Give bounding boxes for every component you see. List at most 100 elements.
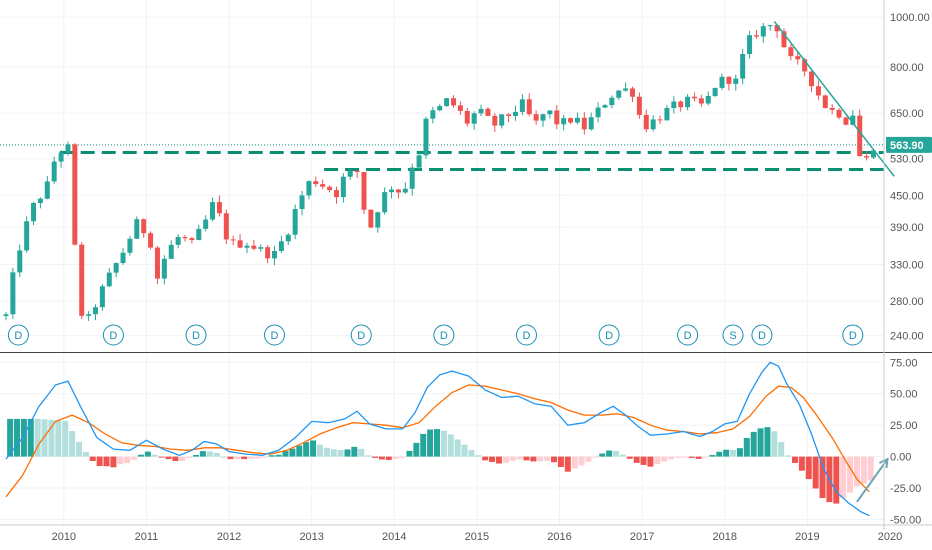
event-marker [677,324,699,346]
event-marker [350,324,372,346]
histogram-bar [227,456,234,460]
candle-up [423,118,429,156]
histogram-bar [847,456,854,493]
time-tick-label: 2012 [217,531,241,543]
histogram-bar [89,456,96,462]
candle-down [822,95,828,108]
event-marker [102,324,124,346]
candle-down [216,202,222,214]
histogram-bar [688,456,695,458]
histogram-bar [482,456,489,461]
time-tick-label: 2020 [878,531,902,543]
candle-down [636,96,642,115]
histogram-bar [82,451,89,457]
arrow-shaft [856,458,889,503]
candle-up [478,108,484,114]
candle-up [168,244,174,259]
histogram-bar [241,456,248,460]
histogram-bar [399,456,406,458]
candle-up [664,107,670,121]
candle-down [678,101,684,108]
signal-line [5,384,870,498]
candle-up [127,238,133,253]
histogram-bar [647,456,654,467]
trendline-segment [773,21,895,177]
candle-down [313,181,319,185]
histogram-bar [351,446,358,457]
candle-down [485,108,491,116]
histogram-bar [213,452,220,457]
event-marker-label: D [271,330,279,342]
candle-down [154,247,160,279]
candle-up [588,117,594,130]
event-marker [751,324,773,346]
candle-down [802,59,808,72]
macd-tick-label: 75.00 [890,357,918,369]
histogram-bar [798,456,805,471]
trendline[interactable] [773,21,895,177]
histogram-bar [433,429,440,457]
candle-down [457,105,463,111]
histogram-bar [668,456,675,460]
histogram-bar [557,456,564,467]
macd-line [5,361,870,517]
candle-down [843,117,849,125]
histogram-bar [144,451,151,457]
candle-up [561,118,567,125]
histogram-bar [323,447,330,457]
histogram-bar [427,429,434,457]
histogram-bar [62,420,69,457]
histogram-bar [702,456,709,458]
macd-lines [5,361,889,517]
histogram-bar [406,450,413,457]
candle-up [740,54,746,79]
histogram-bar [316,444,323,457]
candle-down [223,213,229,240]
histogram-bar [709,455,716,457]
histogram-bar [537,456,544,462]
candle-up [120,252,126,264]
histogram-bar [764,427,771,457]
macd-tick-label: 0.00 [890,452,911,464]
event-marker [515,324,537,346]
candle-down [72,144,78,245]
time-tick-label: 2011 [135,531,159,543]
histogram-bar [199,451,206,457]
histogram-bar [420,433,427,457]
candle-up [547,110,553,115]
candle-down [333,190,339,198]
price-tick-label: 240.00 [890,331,924,343]
histogram-bar [661,456,668,462]
candle-down [451,98,457,106]
histogram-bar [523,456,530,461]
candle-up [44,181,50,199]
candle-up [196,228,202,241]
candle-down [581,117,587,130]
histogram-bar [468,449,475,457]
candle-up [10,272,16,315]
candle-down [230,239,236,241]
histogram-bar [833,456,840,504]
histogram-bar [55,420,62,457]
candle-up [86,314,92,316]
candle-up [685,96,691,108]
histogram-bar [509,456,516,461]
histogram-bar [461,444,468,457]
candle-down [857,115,863,157]
histogram-bar [14,418,21,457]
candle-up [602,105,608,108]
candle-up [430,110,436,119]
histogram-bar [124,456,131,464]
candle-down [237,240,243,248]
candle-down [864,156,870,158]
candle-down [753,35,759,37]
candle-up [471,113,477,124]
candle-up [31,203,37,222]
candle-up [650,119,656,130]
histogram-bar [502,456,509,463]
candle-up [574,117,580,123]
candle-up [65,144,71,153]
